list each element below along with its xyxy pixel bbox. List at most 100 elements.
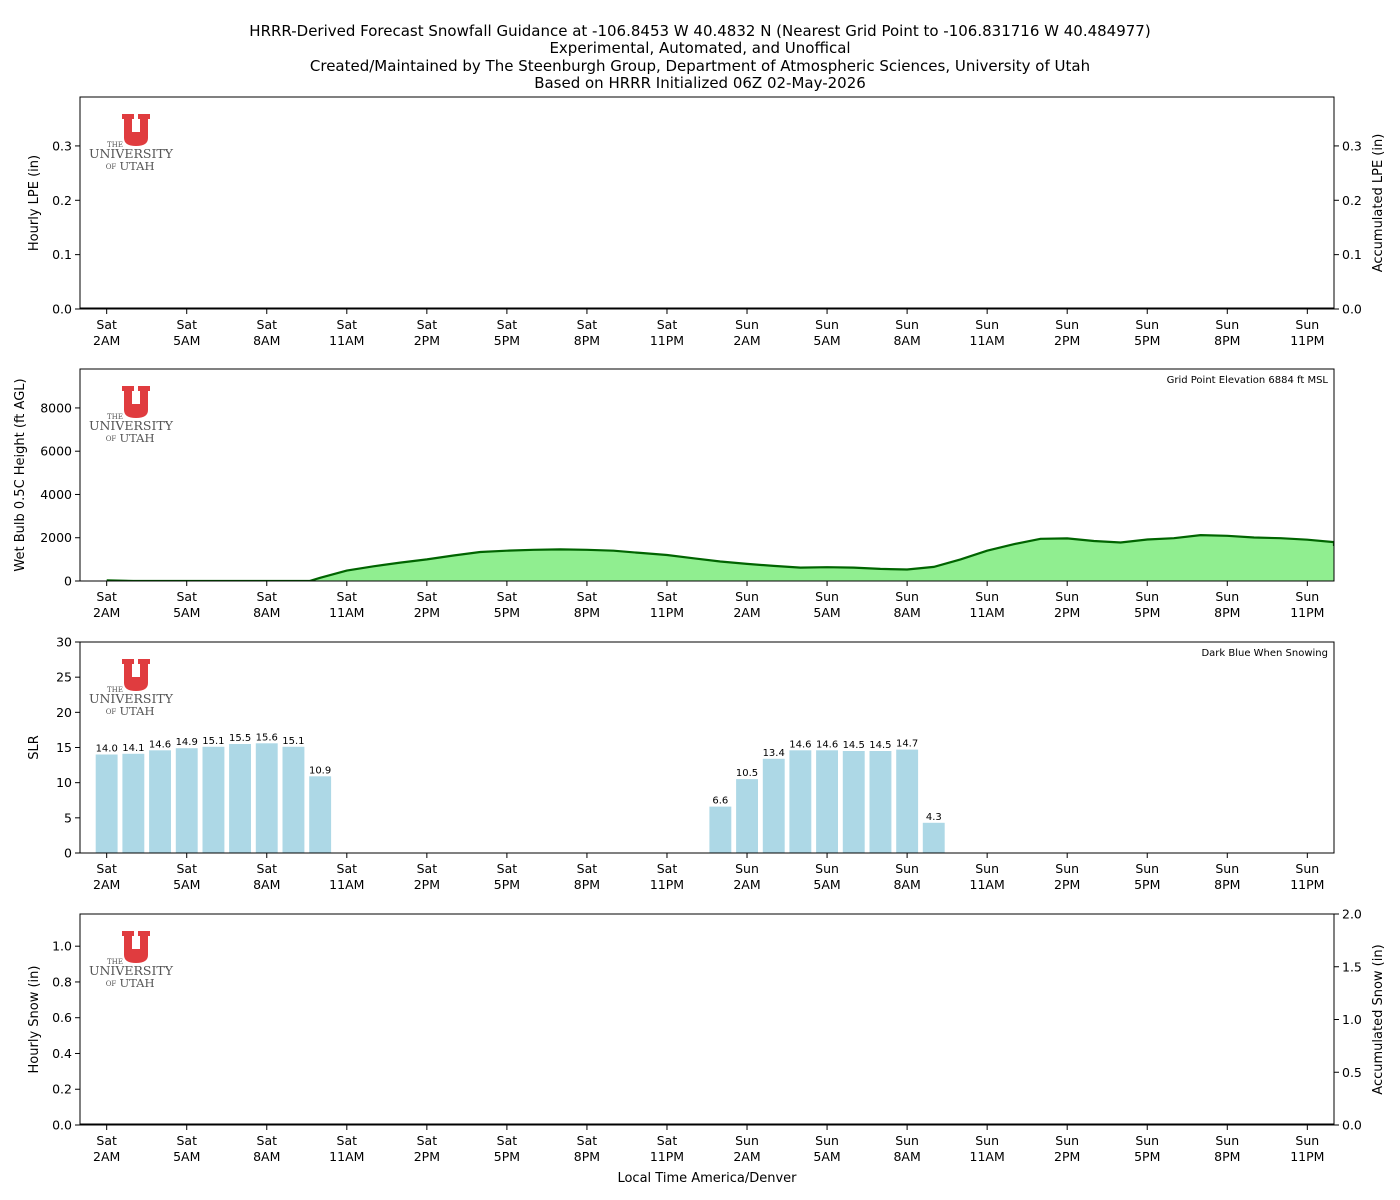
logo-university-text: UNIVERSITY: [89, 691, 174, 706]
x-tick-day-label: Sat: [577, 317, 598, 332]
y-tick-label: 4000: [40, 487, 72, 502]
x-tick-time-label: 5AM: [813, 333, 840, 348]
right-y-tick-label: 0.2: [1342, 193, 1362, 208]
x-tick-time-label: 5PM: [1134, 333, 1160, 348]
x-tick-time-label: 11AM: [329, 333, 364, 348]
slr-bar-label: 14.5: [843, 740, 865, 751]
x-tick-time-label: 11AM: [970, 1149, 1005, 1164]
x-tick-day-label: Sat: [417, 317, 438, 332]
x-tick-day-label: Sun: [735, 317, 759, 332]
x-tick-day-label: Sun: [1055, 861, 1079, 876]
x-tick-day-label: Sat: [337, 589, 358, 604]
x-tick-time-label: 8AM: [253, 1149, 280, 1164]
y-tick-label: 20: [56, 705, 72, 720]
slr-bar-label: 15.1: [282, 736, 304, 747]
x-tick-day-label: Sun: [1055, 1133, 1079, 1148]
x-tick-day-label: Sun: [1295, 589, 1319, 604]
x-tick-day-label: Sat: [417, 1133, 438, 1148]
x-tick-day-label: Sun: [1295, 861, 1319, 876]
x-tick-day-label: Sun: [975, 1133, 999, 1148]
logo-university-text: UNIVERSITY: [89, 146, 174, 161]
right-y-tick-label: 0.1: [1342, 247, 1362, 262]
slr-bar: [922, 822, 945, 853]
x-tick-time-label: 11AM: [970, 333, 1005, 348]
x-tick-day-label: Sun: [735, 589, 759, 604]
x-tick-time-label: 5PM: [1134, 1149, 1160, 1164]
x-tick-day-label: Sat: [497, 317, 518, 332]
x-tick-day-label: Sat: [176, 317, 197, 332]
x-tick-time-label: 11AM: [970, 877, 1005, 892]
x-tick-day-label: Sun: [1135, 317, 1159, 332]
x-tick-time-label: 5AM: [813, 605, 840, 620]
slr-bar: [95, 754, 118, 853]
right-y-axis-label: Accumulated Snow (in): [1371, 944, 1386, 1094]
x-tick-time-label: 5AM: [173, 1149, 200, 1164]
x-tick-time-label: 5AM: [813, 877, 840, 892]
plot-frame: [79, 96, 1335, 310]
logo-utah-text: UTAH: [119, 431, 154, 445]
slr-bar-label: 4.3: [926, 812, 942, 823]
x-tick-time-label: 8PM: [1214, 605, 1240, 620]
x-tick-time-label: 2PM: [1054, 1149, 1080, 1164]
x-tick-time-label: 8PM: [1214, 1149, 1240, 1164]
logo-of-text: OF: [106, 708, 117, 716]
x-tick-day-label: Sun: [1135, 861, 1159, 876]
block-u-icon: [122, 386, 150, 418]
x-tick-day-label: Sun: [815, 317, 839, 332]
x-tick-time-label: 8PM: [1214, 877, 1240, 892]
x-tick-time-label: 5PM: [494, 605, 520, 620]
panel-slr: 14.0 14.1 14.6 14.9 15.1 15.5 15.6 15.1 10.9 6.6 1…: [27, 635, 1335, 892]
x-tick-time-label: 2AM: [733, 605, 760, 620]
x-tick-day-label: Sun: [1295, 1133, 1319, 1148]
y-tick-label: 2000: [40, 530, 72, 545]
x-tick-day-label: Sat: [417, 589, 438, 604]
block-u-icon: [122, 114, 150, 146]
slr-bar-label: 15.6: [256, 732, 278, 743]
slr-bar: [149, 750, 171, 853]
block-u-icon: [122, 659, 150, 691]
x-tick-time-label: 2PM: [1054, 877, 1080, 892]
x-tick-day-label: Sat: [497, 1133, 518, 1148]
right-y-tick-label: 0.3: [1342, 138, 1362, 153]
x-tick-time-label: 5PM: [1134, 605, 1160, 620]
x-tick-time-label: 5PM: [494, 1149, 520, 1164]
x-tick-day-label: Sun: [1135, 589, 1159, 604]
x-tick-time-label: 8AM: [893, 333, 920, 348]
x-tick-day-label: Sat: [337, 1133, 358, 1148]
y-tick-label: 0.1: [52, 247, 72, 262]
y-axis-label: Wet Bulb 0.5C Height (ft AGL): [13, 378, 28, 571]
y-tick-label: 0.4: [52, 1046, 72, 1061]
slr-bar-label: 14.7: [896, 739, 918, 750]
y-tick-label: 8000: [40, 400, 72, 415]
x-tick-day-label: Sun: [1215, 317, 1239, 332]
x-tick-time-label: 2AM: [733, 333, 760, 348]
x-tick-time-label: 11AM: [329, 877, 364, 892]
slr-bar-label: 15.1: [202, 736, 224, 747]
logo-the-text: THE: [107, 958, 123, 966]
x-tick-time-label: 8PM: [1214, 333, 1240, 348]
x-tick-day-label: Sun: [815, 861, 839, 876]
x-tick-day-label: Sun: [1055, 589, 1079, 604]
x-tick-time-label: 8AM: [253, 333, 280, 348]
x-tick-time-label: 11PM: [650, 1149, 684, 1164]
x-tick-day-label: Sun: [895, 317, 919, 332]
panel-annotation: Dark Blue When Snowing: [1201, 648, 1328, 659]
slr-bar: [762, 758, 785, 853]
x-tick-day-label: Sun: [895, 589, 919, 604]
x-tick-time-label: 8PM: [574, 1149, 600, 1164]
x-tick-day-label: Sat: [176, 589, 197, 604]
x-tick-time-label: 2AM: [733, 1149, 760, 1164]
x-tick-day-label: Sat: [657, 1133, 678, 1148]
x-tick-day-label: Sat: [497, 589, 518, 604]
logo-university-text: UNIVERSITY: [89, 963, 174, 978]
x-tick-time-label: 11PM: [1290, 1149, 1324, 1164]
chart-panels: 0.0 0.1 0.2 0.3 Hourly LPE (in) 0.0 0.1 0.2 0.3 A…: [13, 96, 1386, 1164]
x-tick-time-label: 2AM: [733, 877, 760, 892]
slr-bar: [202, 746, 225, 853]
y-tick-label: 6000: [40, 444, 72, 459]
x-tick-day-label: Sat: [337, 317, 358, 332]
x-tick-time-label: 11PM: [650, 605, 684, 620]
x-tick-time-label: 5AM: [173, 333, 200, 348]
slr-bar-label: 6.6: [712, 796, 728, 807]
